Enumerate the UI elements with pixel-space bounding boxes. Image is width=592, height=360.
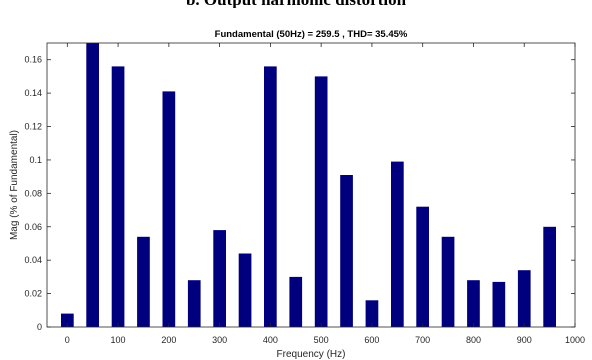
x-tick-label: 0 <box>65 335 70 345</box>
bar-50hz <box>86 43 99 327</box>
bar-100hz <box>111 66 125 327</box>
x-tick-label: 1000 <box>565 335 585 345</box>
x-tick-label: 300 <box>212 335 227 345</box>
x-tick-label: 200 <box>161 335 176 345</box>
y-axis-title: Mag (% of Fundamental) <box>9 130 20 240</box>
bar-900hz <box>517 270 531 327</box>
chart-title: Fundamental (50Hz) = 259.5 , THD= 35.45% <box>215 29 408 40</box>
y-tick-label: 0.12 <box>24 122 42 132</box>
bar-800hz <box>467 280 480 327</box>
bar-950hz <box>543 226 556 327</box>
bar-750hz <box>441 236 455 327</box>
bar-0hz <box>61 313 74 327</box>
bar-300hz <box>213 230 226 327</box>
bar-350hz <box>238 253 252 327</box>
x-tick-label: 600 <box>364 335 379 345</box>
bars-group <box>61 43 556 327</box>
y-tick-label: 0 <box>37 322 42 332</box>
x-tick-label: 900 <box>517 335 532 345</box>
x-tick-label: 800 <box>466 335 481 345</box>
y-tick-label: 0.02 <box>24 289 42 299</box>
x-axis-title: Frequency (Hz) <box>277 349 346 360</box>
x-ticks: 0 100 200 300 400 500 600 700 800 900 1000 <box>65 43 585 345</box>
y-tick-label: 0.16 <box>24 55 42 65</box>
y-tick-label: 0.08 <box>24 188 42 198</box>
y-tick-label: 0.14 <box>24 88 42 98</box>
y-tick-label: 0.1 <box>29 155 42 165</box>
x-tick-label: 500 <box>314 335 329 345</box>
bar-250hz <box>187 280 201 327</box>
bar-500hz <box>314 76 328 327</box>
x-tick-label: 100 <box>111 335 126 345</box>
y-tick-label: 0.04 <box>24 255 42 265</box>
y-ticks: 0 0.02 0.04 0.06 0.08 0.1 0.12 0.14 0.16 <box>24 55 575 332</box>
bar-400hz <box>264 66 277 327</box>
bar-450hz <box>289 276 303 327</box>
bar-150hz <box>137 236 150 327</box>
x-tick-label: 700 <box>415 335 430 345</box>
bar-200hz <box>162 91 176 327</box>
bar-850hz <box>492 281 506 327</box>
x-tick-label: 400 <box>263 335 278 345</box>
bar-600hz <box>365 300 379 327</box>
bar-700hz <box>416 206 429 327</box>
bar-650hz <box>391 161 404 327</box>
figure-caption: b. Output harmonic distortion <box>0 0 592 8</box>
axes-box <box>46 42 576 328</box>
y-tick-label: 0.06 <box>24 222 42 232</box>
bar-550hz <box>340 175 353 327</box>
